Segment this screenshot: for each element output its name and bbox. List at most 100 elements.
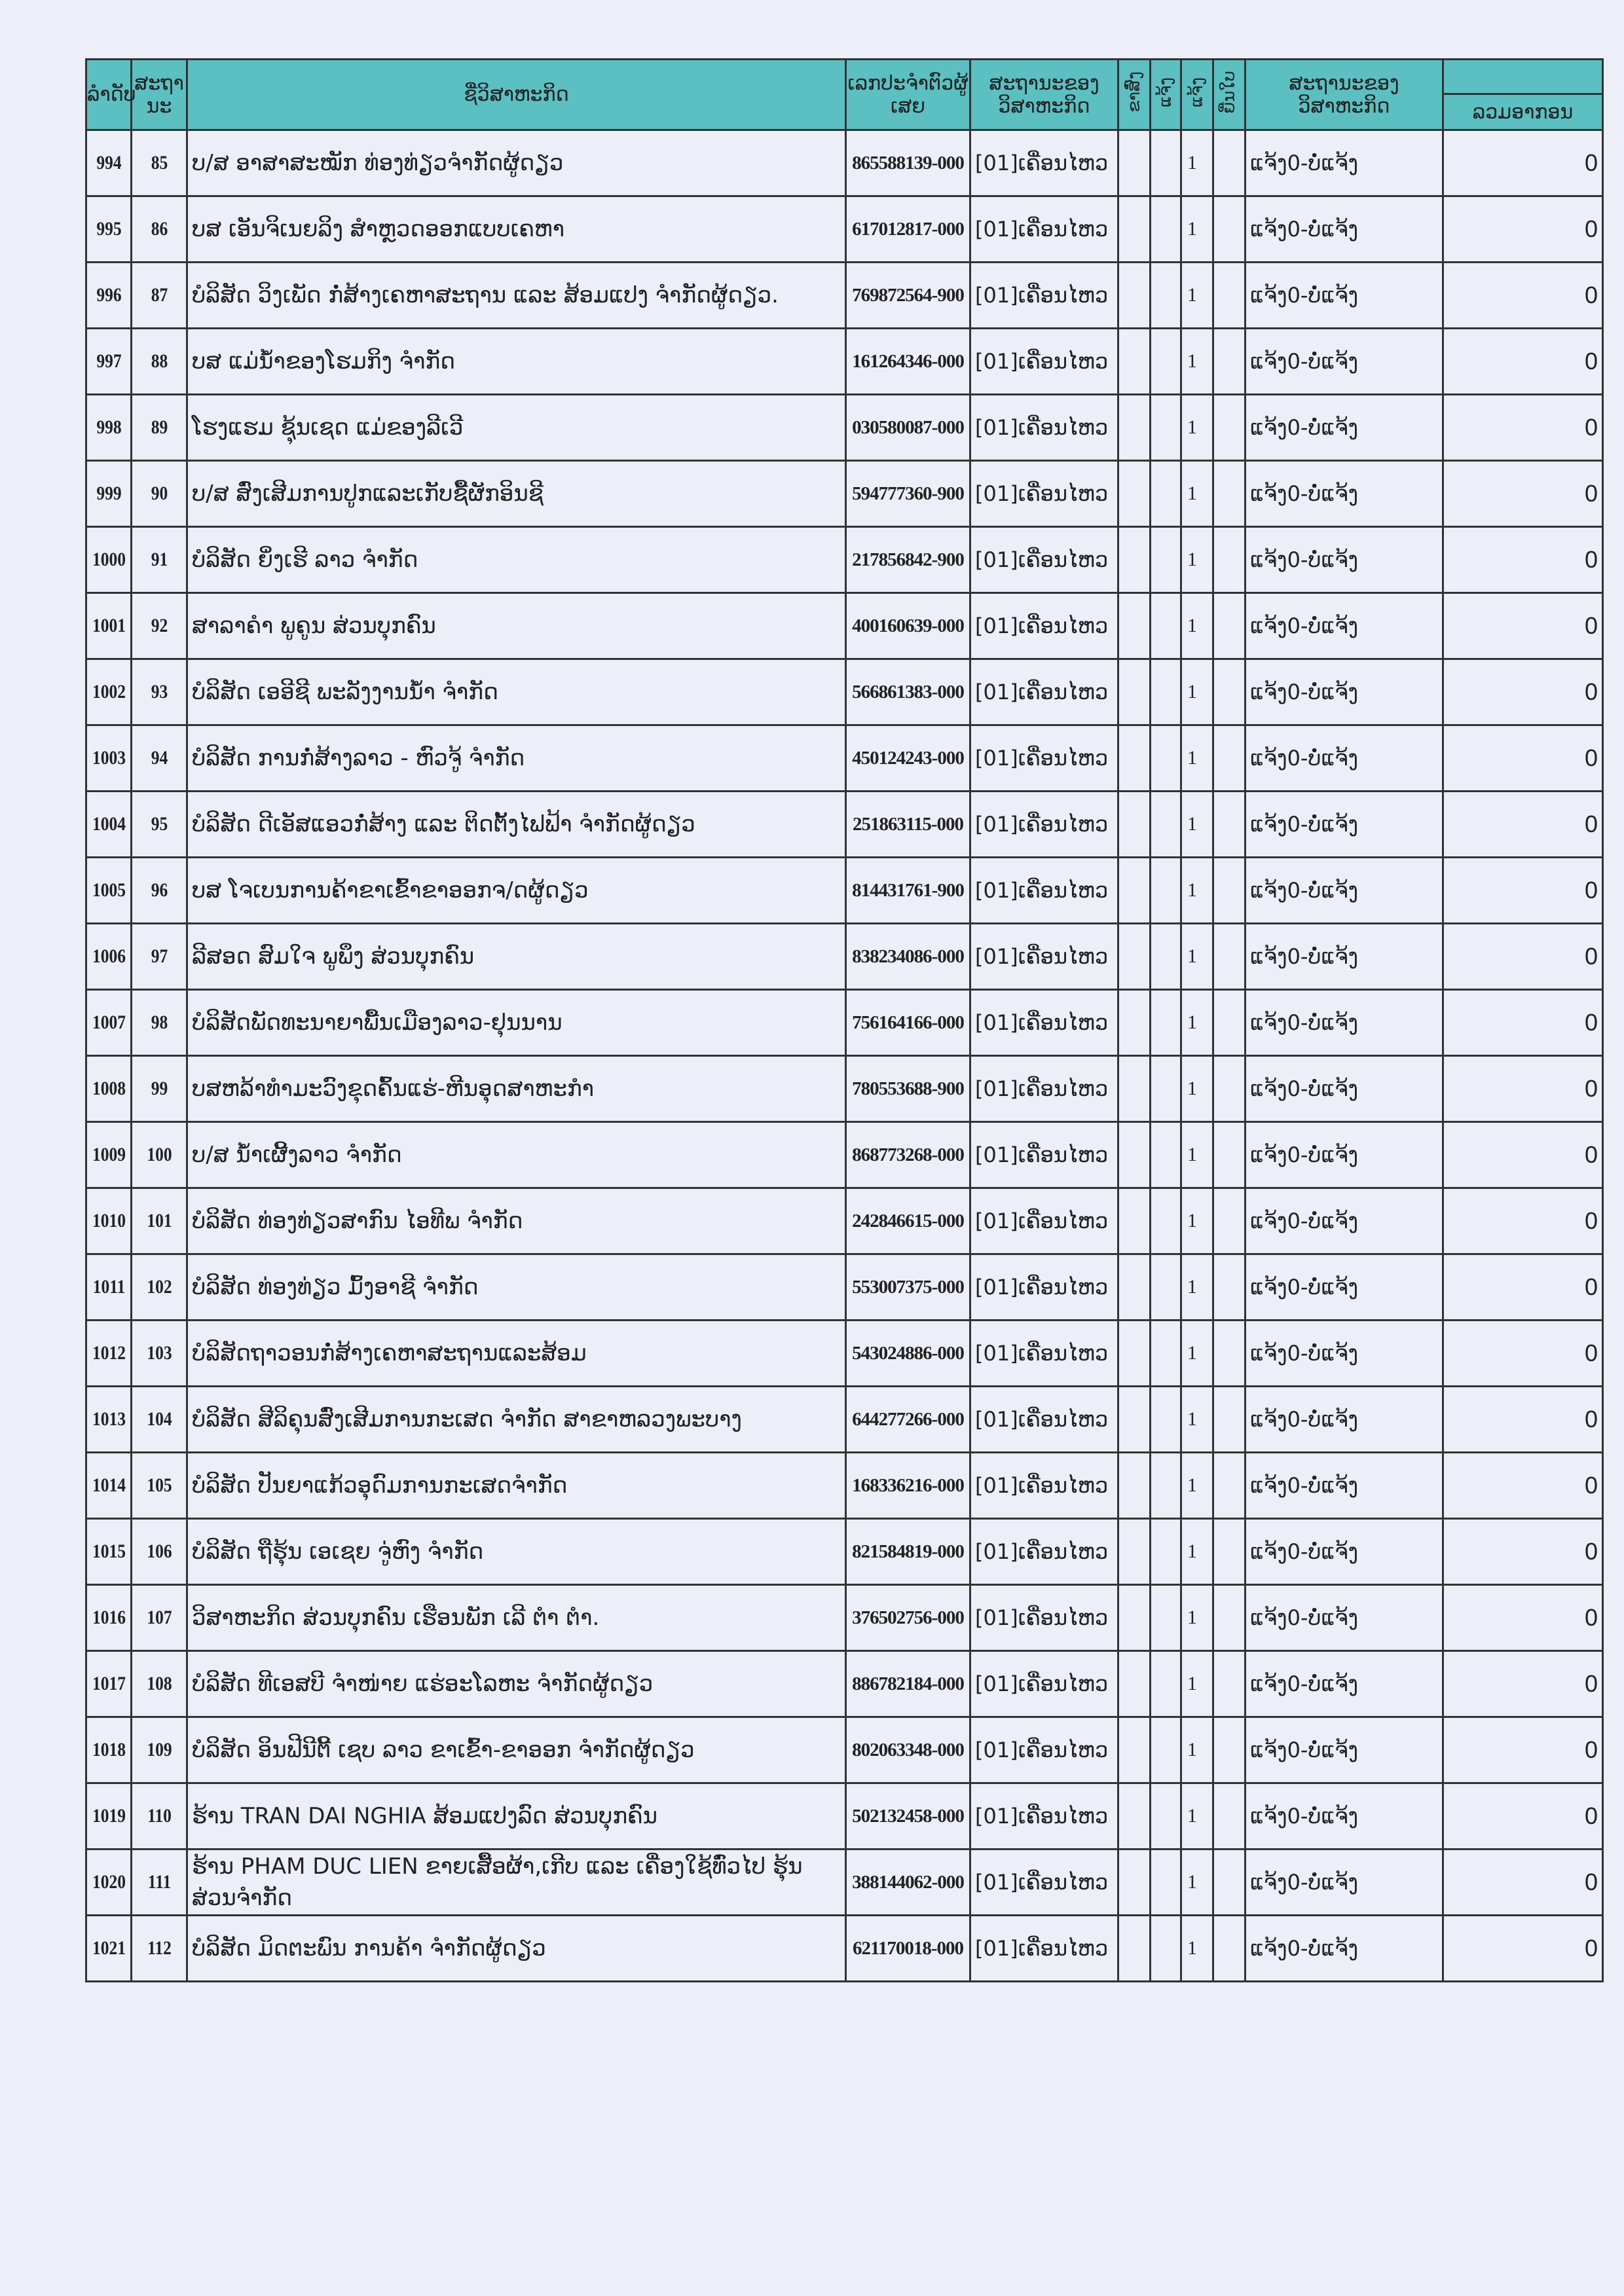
name-cell: ບໍລິສັດ ທີເອສບີ ຈຳໜ່າຍ ແຮ່ອະໂລຫະ ຈຳກັດຜູ… [186, 1650, 847, 1718]
table-row: 1018 109 ບໍລິສັດ ອິນຟີນີຕີ້ ເຊບ ລາວ ຂາເຂົ້… [86, 1716, 1604, 1784]
table-row: 1001 92 ສາລາຄຳ ພູຄູນ ສ່ວນບຸກຄົນ 400160639-0… [86, 592, 1604, 660]
col-b-cell [1149, 195, 1182, 263]
col-a-cell [1117, 261, 1151, 329]
col-d-cell [1212, 989, 1246, 1057]
seq-cell: 1013 [88, 1385, 129, 1453]
total-tax-cell: 0 [1442, 856, 1604, 924]
total-tax-cell: 0 [1442, 393, 1604, 462]
sub-seq-cell: 101 [134, 1187, 184, 1255]
seq-cell: 1003 [88, 724, 129, 792]
col-c-cell: 1 [1180, 1650, 1214, 1718]
col-b-cell [1149, 658, 1182, 726]
col-d-cell [1212, 724, 1246, 792]
sub-seq-cell: 87 [134, 261, 184, 329]
col-c-cell: 1 [1180, 1187, 1214, 1255]
col-a-cell [1117, 1121, 1151, 1189]
col-c-cell: 1 [1180, 1716, 1214, 1784]
table-row: 1013 104 ບໍລິສັດ ສີລິຄຸນສົ່ງເສີມການກະເສດ ຈ… [86, 1385, 1604, 1453]
col-a-cell [1117, 1782, 1151, 1850]
name-cell: ລີສອດ ສົມໃຈ ພູພຶງ ສ່ວນບຸກຄົນ [186, 922, 847, 991]
col-b-cell [1149, 1121, 1182, 1189]
col-d-cell [1212, 195, 1246, 263]
seq-cell: 1016 [88, 1584, 129, 1652]
sub-seq-cell: 108 [134, 1650, 184, 1718]
header-sub-seq: ສະຖານະ [130, 58, 188, 131]
total-tax-cell: 0 [1442, 1914, 1604, 1982]
name-cell: ຮ້ານ TRAN DAI NGHIA ສ້ອມແປງລົດ ສ່ວນບຸກຄົ… [186, 1782, 847, 1850]
seq-cell: 995 [88, 195, 129, 263]
sub-seq-cell: 98 [134, 989, 184, 1057]
tin-cell: 838234086-000 [845, 922, 971, 991]
declaration-cell: ແຈ້ງ0-ບໍ່ແຈ້ງ [1244, 1518, 1444, 1586]
col-a-cell [1117, 1914, 1151, 1982]
sub-seq-cell: 102 [134, 1253, 184, 1321]
declaration-cell: ແຈ້ງ0-ບໍ່ແຈ້ງ [1244, 1253, 1444, 1321]
col-d-cell [1212, 1584, 1246, 1652]
sub-seq-cell: 97 [134, 922, 184, 991]
sub-seq-cell: 103 [134, 1319, 184, 1387]
tin-cell: 217856842-900 [845, 526, 971, 594]
col-b-cell [1149, 1253, 1182, 1321]
declaration-cell: ແຈ້ງ0-ບໍ່ແຈ້ງ [1244, 1848, 1444, 1916]
header-col-c-label: ແຈ້ງ [1187, 77, 1207, 107]
table-row: 1007 98 ບໍລິສັດພັດທະນາຍາພື້ນເມືອງລາວ-ຢຸນນາ… [86, 989, 1604, 1057]
col-d-cell [1212, 1650, 1246, 1718]
tin-cell: 886782184-000 [845, 1650, 971, 1718]
table-row: 1003 94 ບໍລິສັດ ການກໍ່ສ້າງລາວ - ຫົວຈູ້ ຈຳກ… [86, 724, 1604, 792]
declaration-cell: ແຈ້ງ0-ບໍ່ແຈ້ງ [1244, 195, 1444, 263]
tin-cell: 802063348-000 [845, 1716, 971, 1784]
name-cell: ຮ້ານ PHAM DUC LIEN ຂາຍເສື້ອຜ້າ,ເກີບ ແລະ … [186, 1848, 847, 1916]
declaration-cell: ແຈ້ງ0-ບໍ່ແຈ້ງ [1244, 1914, 1444, 1982]
declaration-cell: ແຈ້ງ0-ບໍ່ແຈ້ງ [1244, 261, 1444, 329]
name-cell: ບ/ສ ນ້ຳເຜີ້ງລາວ ຈຳກັດ [186, 1121, 847, 1189]
name-cell: ບໍລິສັດ ປັນຍາແກ້ວອຸດົມການກະເສດຈຳກັດ [186, 1451, 847, 1520]
header-total-tax: ລວມອາກອນ [1442, 93, 1604, 131]
table-row: 1008 99 ບສຫລ້າທຳມະວົງຂຸດຄົ້ນແຮ່-ຫີນອຸດສາຫະ… [86, 1055, 1604, 1123]
name-cell: ບໍລິສັດ ການກໍ່ສ້າງລາວ - ຫົວຈູ້ ຈຳກັດ [186, 724, 847, 792]
col-b-cell [1149, 922, 1182, 991]
declaration-cell: ແຈ້ງ0-ບໍ່ແຈ້ງ [1244, 592, 1444, 660]
tin-cell: 376502756-000 [845, 1584, 971, 1652]
sub-seq-cell: 111 [134, 1848, 184, 1916]
col-d-cell [1212, 261, 1246, 329]
col-c-cell: 1 [1180, 1584, 1214, 1652]
seq-cell: 1017 [88, 1650, 129, 1718]
sub-seq-cell: 107 [134, 1584, 184, 1652]
col-d-cell [1212, 1451, 1246, 1520]
sub-seq-cell: 93 [134, 658, 184, 726]
tin-cell: 242846615-000 [845, 1187, 971, 1255]
col-b-cell [1149, 261, 1182, 329]
col-c-cell: 1 [1180, 1055, 1214, 1123]
col-a-cell [1117, 658, 1151, 726]
col-a-cell [1117, 1584, 1151, 1652]
status-cell: [01]ເຄື່ອນໄຫວ [969, 460, 1119, 528]
name-cell: ບໍລິສັດ ສີລິຄຸນສົ່ງເສີມການກະເສດ ຈຳກັດ ສາ… [186, 1385, 847, 1453]
sub-seq-cell: 94 [134, 724, 184, 792]
tin-cell: 780553688-900 [845, 1055, 971, 1123]
status-cell: [01]ເຄື່ອນໄຫວ [969, 658, 1119, 726]
col-a-cell [1117, 1848, 1151, 1916]
table-row: 1009 100 ບ/ສ ນ້ຳເຜີ້ງລາວ ຈຳກັດ 868773268-00… [86, 1121, 1604, 1189]
tin-cell: 450124243-000 [845, 724, 971, 792]
sub-seq-cell: 112 [134, 1914, 184, 1982]
header-name: ຊື່ວິສາຫະກິດ [186, 58, 847, 131]
status-cell: [01]ເຄື່ອນໄຫວ [969, 1187, 1119, 1255]
status-cell: [01]ເຄື່ອນໄຫວ [969, 1782, 1119, 1850]
total-tax-cell: 0 [1442, 195, 1604, 263]
total-tax-cell: 0 [1442, 460, 1604, 528]
total-tax-cell: 0 [1442, 1187, 1604, 1255]
col-c-cell: 1 [1180, 1518, 1214, 1586]
table-row: 1010 101 ບໍລິສັດ ທ່ອງທ່ຽວສາກົນ ໄອທີພ ຈຳກັດ… [86, 1187, 1604, 1255]
col-a-cell [1117, 790, 1151, 858]
table-row: 995 86 ບສ ເອັນຈິເນຍລິງ ສຳຫຼວດອອກແບບເຄຫາ 617… [86, 195, 1604, 263]
col-c-cell: 1 [1180, 1385, 1214, 1453]
col-b-cell [1149, 1451, 1182, 1520]
seq-cell: 999 [88, 460, 129, 528]
col-d-cell [1212, 327, 1246, 395]
header-biz-status: ສະຖານະຂອງວິສາຫະກິດ [969, 58, 1119, 131]
declaration-cell: ແຈ້ງ0-ບໍ່ແຈ້ງ [1244, 1716, 1444, 1784]
total-tax-cell: 0 [1442, 1253, 1604, 1321]
total-tax-cell: 0 [1442, 1451, 1604, 1520]
seq-cell: 998 [88, 393, 129, 462]
col-d-cell [1212, 526, 1246, 594]
